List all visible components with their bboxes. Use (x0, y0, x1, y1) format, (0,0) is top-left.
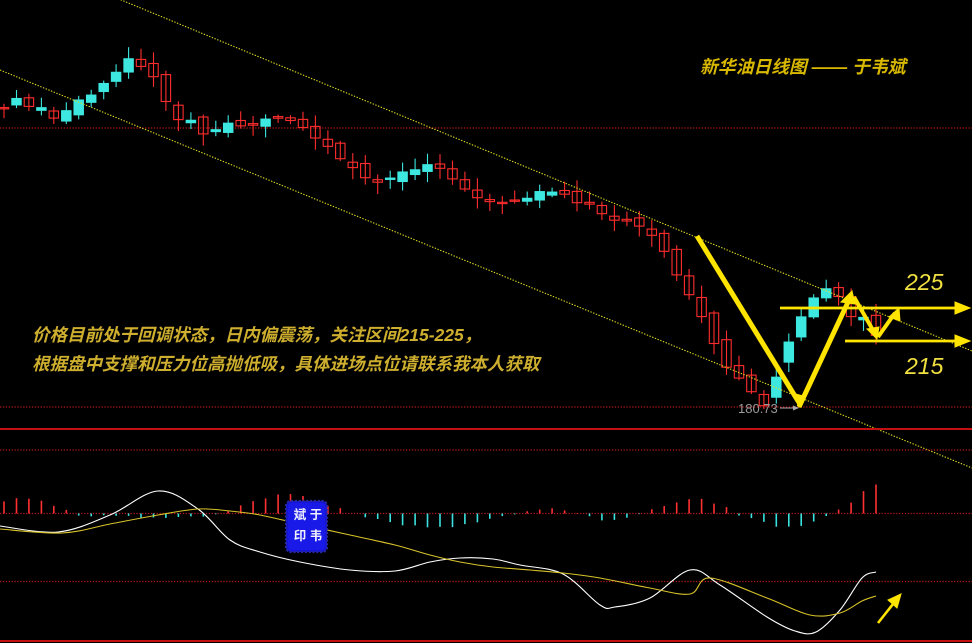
svg-text:215: 215 (904, 353, 944, 379)
svg-text:斌: 斌 (294, 507, 307, 522)
svg-text:于: 于 (310, 508, 323, 522)
svg-text:价格目前处于回调状态，日内偏震荡，关注区间215-225，: 价格目前处于回调状态，日内偏震荡，关注区间215-225， (32, 325, 481, 345)
svg-text:韦: 韦 (310, 529, 323, 543)
svg-text:印: 印 (294, 529, 307, 543)
svg-text:新华油日线图 —— 于韦斌: 新华油日线图 —— 于韦斌 (700, 57, 909, 77)
svg-text:180.73: 180.73 (738, 401, 778, 416)
svg-text:根据盘中支撑和压力位高抛低吸，具体进场点位请联系我本人获取: 根据盘中支撑和压力位高抛低吸，具体进场点位请联系我本人获取 (32, 354, 542, 374)
svg-text:225: 225 (904, 269, 944, 295)
